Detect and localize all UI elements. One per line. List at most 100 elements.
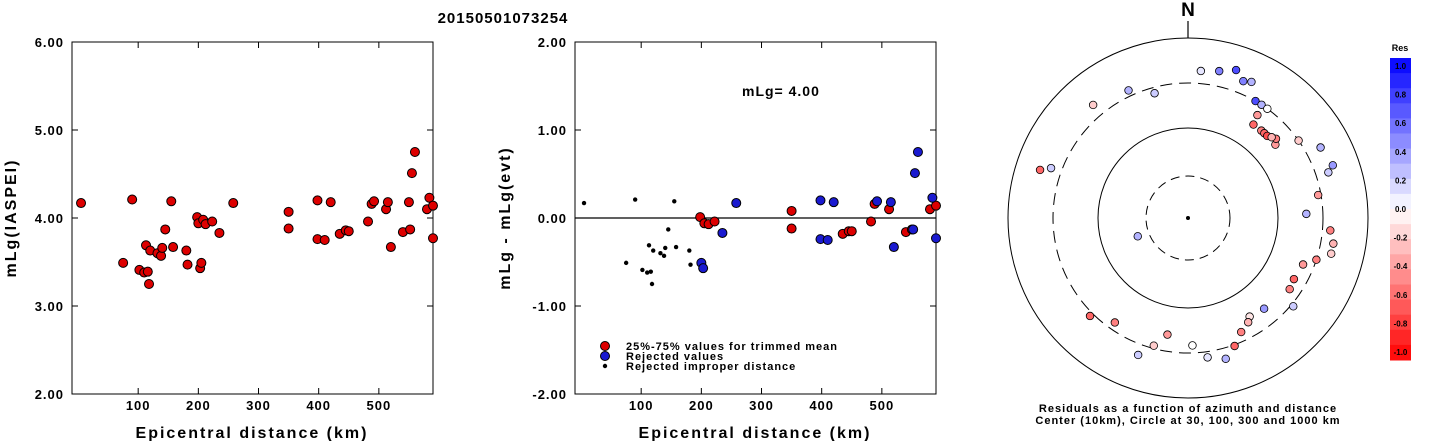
residual-point-improper	[649, 281, 655, 287]
left-data-points	[76, 147, 438, 289]
left-data-point	[319, 235, 330, 245]
polar-data-point	[1326, 226, 1335, 235]
polar-data-point	[1253, 110, 1262, 120]
left-data-point	[142, 266, 153, 277]
polar-data-point	[1324, 168, 1333, 177]
left-data-point	[343, 226, 354, 237]
left-xtick-label: 100	[126, 398, 151, 413]
polar-data-point	[1326, 249, 1336, 258]
left-data-point	[168, 242, 179, 253]
residual-point-improper	[673, 244, 679, 250]
right-data-points	[581, 147, 941, 287]
left-plot-frame	[71, 41, 434, 395]
residual-point-improper	[672, 199, 677, 204]
colorbar-block	[1390, 103, 1411, 119]
polar-data-point	[1267, 133, 1276, 142]
polar-data-point	[1188, 341, 1197, 350]
polar-data-point	[1316, 143, 1325, 152]
right-xtick-label: 300	[749, 398, 774, 413]
residual-point	[786, 223, 797, 234]
polar-data-point	[1203, 353, 1212, 362]
right-y-axis-label: mLg - mLg(evt)	[497, 146, 514, 290]
residual-point	[709, 216, 720, 227]
legend: 25%-75% values for trimmed mean Rejected…	[600, 341, 837, 373]
right-x-axis-label: Epicentral distance (km)	[639, 425, 872, 441]
colorbar-block	[1390, 209, 1411, 225]
colorbar-block	[1390, 224, 1411, 240]
polar-caption-line2: Center (10km), Circle at 30, 100, 300 an…	[1035, 415, 1340, 427]
left-data-point	[283, 223, 294, 234]
left-data-point	[369, 196, 380, 207]
left-ytick-label: 6.00	[35, 35, 64, 50]
polar-data-point	[1328, 161, 1337, 170]
left-data-point	[385, 242, 396, 253]
left-data-point	[214, 227, 225, 238]
right-ytick-label: 2.00	[538, 35, 567, 50]
polar-data-point	[1133, 232, 1142, 241]
colorbar-block	[1390, 239, 1411, 255]
center-point	[1186, 216, 1190, 220]
polar-data-point	[1302, 209, 1311, 219]
polar-data-point	[1149, 341, 1158, 350]
left-data-point	[312, 195, 323, 206]
polar-data-point	[1215, 66, 1224, 76]
residual-point-improper	[581, 200, 587, 206]
left-ytick-label: 5.00	[35, 123, 64, 138]
residual-point	[885, 197, 896, 208]
left-data-point	[405, 224, 416, 235]
residual-scatter-plot: 100 200 300 400 500 -2.00 -1.00 0.00 1.00 2.00 mL…	[497, 35, 941, 441]
colorbar-block	[1390, 193, 1411, 210]
left-xtick-label: 200	[186, 398, 211, 413]
polar-data-point	[1329, 239, 1338, 248]
right-xtick-label: 400	[809, 398, 834, 413]
polar-data-points	[1035, 65, 1338, 363]
left-data-point	[403, 197, 414, 208]
residual-point	[828, 197, 839, 208]
left-data-point	[428, 200, 438, 211]
left-data-point	[144, 279, 155, 289]
colorbar-title: Res	[1392, 43, 1409, 53]
right-ytick-label: 0.00	[538, 211, 567, 226]
polar-data-point	[1259, 304, 1269, 313]
residual-point	[908, 224, 919, 235]
colorbar-block	[1390, 254, 1411, 270]
left-data-point	[118, 257, 129, 268]
colorbar-tick-label: 0.4	[1395, 148, 1407, 157]
residual-point-improper	[648, 269, 654, 274]
colorbar-block	[1390, 118, 1411, 134]
azimuth-distance-plot: N Residuals as a function of azimuth and…	[1007, 0, 1369, 427]
residual-point-improper	[646, 243, 652, 248]
left-xtick-label: 500	[366, 398, 391, 413]
residual-point	[872, 196, 883, 207]
left-ytick-label: 3.00	[35, 299, 64, 314]
left-data-point	[166, 196, 177, 207]
left-ytick-label: 4.00	[35, 211, 64, 226]
left-xtick-label: 400	[306, 398, 331, 413]
colorbar-tick-label: -0.6	[1394, 291, 1408, 300]
left-data-point	[406, 168, 417, 179]
legend-marker-rejected	[600, 351, 610, 361]
left-y-axis-label: mLg(IASPEI)	[3, 159, 20, 278]
right-xtick-label: 200	[689, 398, 714, 413]
colorbar-block	[1390, 314, 1411, 331]
residual-point-improper	[632, 197, 638, 202]
colorbar-block	[1390, 178, 1411, 195]
polar-data-point	[1247, 77, 1256, 87]
polar-data-point	[1133, 350, 1143, 360]
colorbar-tick-label: 0.0	[1395, 205, 1407, 214]
colorbar-block	[1390, 163, 1411, 180]
left-data-point	[382, 197, 393, 208]
polar-data-point	[1163, 330, 1172, 339]
residual-point-improper	[645, 270, 650, 275]
polar-data-point	[1124, 86, 1133, 95]
left-data-point	[207, 216, 218, 227]
polar-data-point	[1294, 136, 1303, 145]
north-label: N	[1181, 0, 1195, 21]
legend-marker-improper	[602, 363, 608, 369]
residual-point	[931, 233, 941, 244]
polar-data-point	[1289, 302, 1298, 311]
polar-data-point	[1085, 311, 1095, 321]
right-xtick-label: 500	[869, 398, 894, 413]
polar-data-point	[1257, 100, 1266, 109]
